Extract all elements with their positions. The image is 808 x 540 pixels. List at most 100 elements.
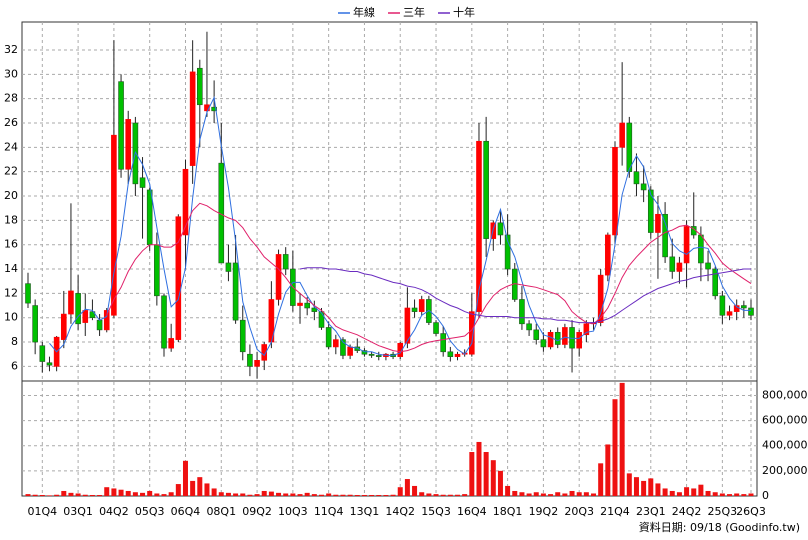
volume-bar xyxy=(562,493,568,496)
volume-bar xyxy=(111,488,117,496)
candle-body xyxy=(497,222,504,236)
candle-body xyxy=(304,302,310,309)
x-tick-label: 26Q3 xyxy=(736,505,766,518)
x-tick-label: 14Q2 xyxy=(385,505,415,518)
volume-bar xyxy=(197,477,203,496)
volume-bar xyxy=(132,492,138,496)
volume-bar xyxy=(89,494,95,496)
candle-body xyxy=(526,323,532,331)
candle-body xyxy=(597,274,604,323)
volume-bar xyxy=(691,488,697,496)
candle-body xyxy=(726,311,733,316)
volume-bar xyxy=(39,494,45,496)
volume-bar xyxy=(225,492,231,496)
candle-body xyxy=(547,332,554,348)
volume-bar xyxy=(662,488,668,496)
candle-body xyxy=(261,344,268,361)
volume-bar xyxy=(390,494,396,496)
candle-body xyxy=(146,189,153,246)
volume-bar xyxy=(676,492,682,496)
volume-bar xyxy=(569,490,575,496)
y2-tick-label: 400,000 xyxy=(762,439,808,452)
x-tick-label: 20Q3 xyxy=(564,505,594,518)
volume-bar xyxy=(684,487,690,496)
candle-body xyxy=(562,327,568,345)
candle-body xyxy=(182,168,189,236)
volume-bar xyxy=(32,494,38,496)
volume-bar xyxy=(154,493,160,496)
candle-body xyxy=(139,177,146,188)
x-tick-label: 11Q4 xyxy=(314,505,344,518)
candle-body xyxy=(640,183,647,191)
volume-bar xyxy=(75,493,81,496)
candle-body xyxy=(103,310,110,331)
volume-bar xyxy=(612,399,618,496)
volume-bar xyxy=(247,494,253,496)
volume-bar xyxy=(462,494,468,496)
volume-bar xyxy=(233,493,239,496)
candle-body xyxy=(612,147,618,236)
candle-body xyxy=(683,226,690,264)
candle-body xyxy=(454,353,461,357)
y-tick-label: 8 xyxy=(11,335,18,348)
candle-body xyxy=(347,346,353,356)
volume-bar xyxy=(118,489,124,496)
y-tick-label: 20 xyxy=(4,189,18,202)
volume-bar xyxy=(147,490,153,496)
candle-body xyxy=(333,339,339,348)
plot-frame xyxy=(21,21,758,497)
volume-bar xyxy=(397,487,403,496)
candle-body xyxy=(46,362,53,366)
volume-bar xyxy=(533,492,539,496)
candle-body xyxy=(705,262,711,270)
x-tick-label: 08Q1 xyxy=(206,505,236,518)
ma-line xyxy=(106,202,752,353)
candle-body xyxy=(576,332,582,349)
candle-body xyxy=(361,350,368,355)
candle-body xyxy=(655,213,661,233)
volume-bar xyxy=(311,494,317,496)
candle-body xyxy=(189,71,196,166)
volume-bar xyxy=(576,492,582,496)
legend-label: 十年 xyxy=(453,5,475,19)
volume-bar xyxy=(125,490,131,496)
candle-body xyxy=(368,353,375,356)
candle-body xyxy=(60,313,67,340)
volume-bar xyxy=(361,494,367,496)
volume-bar xyxy=(347,494,353,496)
y-tick-label: 12 xyxy=(4,286,18,299)
y-tick-label: 26 xyxy=(4,116,18,129)
y-tick-label: 10 xyxy=(4,311,18,324)
candle-body xyxy=(676,262,683,272)
candle-body xyxy=(32,305,38,343)
volume-bar xyxy=(283,493,289,496)
volume-bar xyxy=(369,494,375,496)
candle-body xyxy=(404,307,411,344)
x-tick-label: 04Q2 xyxy=(99,505,129,518)
y-tick-label: 30 xyxy=(4,67,18,80)
candle-body xyxy=(96,319,103,331)
candle-body xyxy=(533,329,540,340)
candle-body xyxy=(540,339,547,348)
x-tick-label: 05Q3 xyxy=(135,505,165,518)
x-tick-label: 19Q2 xyxy=(529,505,559,518)
y2-tick-label: 0 xyxy=(762,489,769,502)
candle-body xyxy=(712,268,719,297)
volume-bar xyxy=(605,444,611,496)
candle-body xyxy=(476,140,482,312)
volume-bar xyxy=(54,494,60,496)
x-tick-label: 24Q2 xyxy=(672,505,702,518)
y2-tick-label: 200,000 xyxy=(762,464,808,477)
volume-bar xyxy=(648,478,654,496)
candle-body xyxy=(118,81,124,170)
candle-body xyxy=(225,262,232,272)
candle-body xyxy=(161,295,167,349)
y-tick-label: 18 xyxy=(4,213,18,226)
volume-bar xyxy=(204,483,210,496)
candle-body xyxy=(411,307,418,312)
volume-bar xyxy=(240,493,246,496)
candle-body xyxy=(354,346,361,351)
candle-body xyxy=(647,189,654,233)
candle-body xyxy=(418,299,425,312)
footer: 資料日期: 09/18 (Goodinfo.tw) xyxy=(639,520,800,534)
